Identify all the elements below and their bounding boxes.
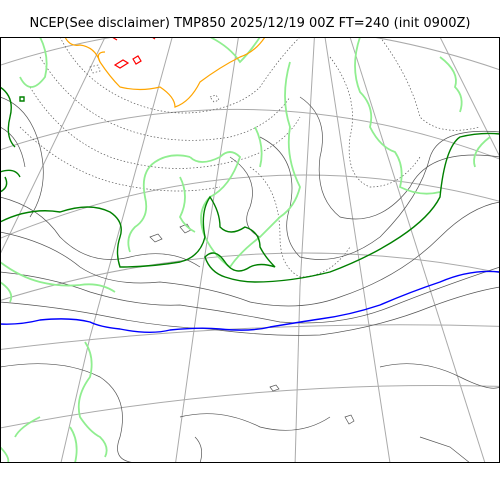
latitude-line — [0, 384, 500, 429]
coastlines — [0, 37, 491, 463]
graticule — [0, 37, 500, 463]
latitude-line — [0, 174, 500, 239]
latitude-line — [0, 108, 500, 160]
latitude-line — [0, 252, 500, 302]
blue-contours — [0, 270, 500, 333]
gray-contours — [0, 96, 500, 463]
meridian-line — [175, 37, 239, 463]
dotted-contours — [19, 37, 481, 278]
red-contours — [111, 37, 156, 69]
temperature-map — [0, 37, 500, 463]
meridian-line — [324, 37, 391, 463]
meridian-line — [60, 37, 173, 463]
meridian-line — [0, 37, 106, 256]
meridian-line — [349, 37, 486, 463]
latitude-line — [0, 37, 500, 71]
dark-green-contours — [0, 86, 500, 283]
meridian-line — [294, 37, 315, 463]
meridian-line — [439, 37, 500, 159]
orange-contours — [64, 37, 266, 108]
latitude-line — [0, 324, 500, 350]
map-title: NCEP(See disclaimer) TMP850 2025/12/19 0… — [29, 16, 471, 31]
